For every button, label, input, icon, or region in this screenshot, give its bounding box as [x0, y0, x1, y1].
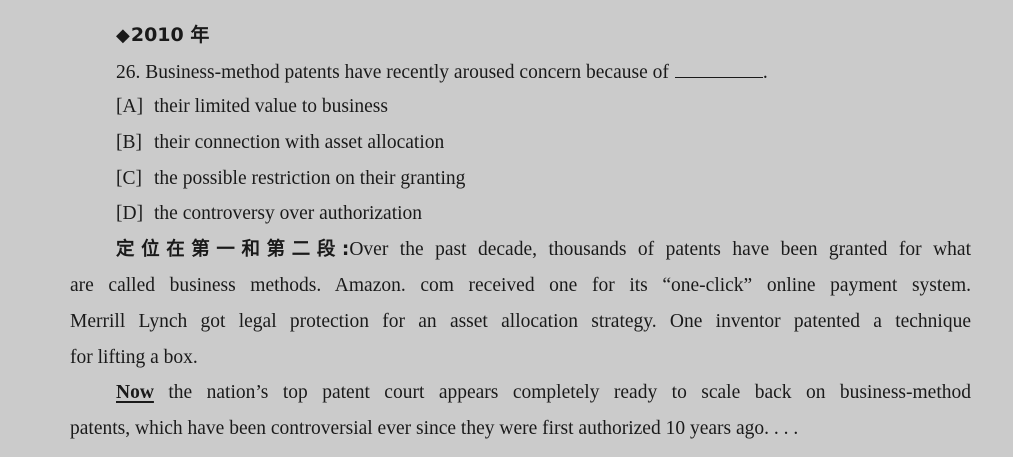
passage-text: the nation’s top patent court appears co…: [153, 382, 971, 403]
option-d: [D] the controversy over authorization: [116, 202, 422, 226]
passage-p2-line1: Now the nation’s top patent court appear…: [116, 381, 971, 405]
option-letter: [C]: [116, 168, 142, 189]
option-letter: [A]: [116, 96, 144, 117]
answer-blank: [674, 59, 763, 78]
option-c: [C] the possible restriction on their gra…: [116, 167, 465, 191]
passage-p2-line2: patents, which have been controversial e…: [70, 418, 799, 439]
question-stem: 26. Business-method patents have recentl…: [116, 59, 768, 85]
option-b: [B] their connection with asset allocatio…: [116, 131, 444, 155]
passage-p1-line3: Merrill Lynch got legal protection for a…: [70, 311, 971, 332]
passage-p1-line2: are called business methods. Amazon. com…: [70, 275, 971, 296]
option-letter: [B]: [116, 132, 142, 153]
diamond-bullet-icon: ◆: [116, 25, 130, 46]
year-heading: ◆2010 年: [116, 23, 209, 48]
option-text: their limited value to business: [154, 96, 388, 117]
highlighted-word: Now: [116, 382, 154, 403]
option-letter: [D]: [116, 203, 144, 224]
option-text: their connection with asset allocation: [154, 132, 445, 153]
question-text: 26. Business-method patents have recentl…: [116, 62, 669, 83]
locate-label: 定位在第一和第二段:: [116, 239, 350, 260]
year-label: 2010 年: [130, 24, 210, 46]
option-a: [A] their limited value to business: [116, 95, 388, 119]
passage-p1-line1: 定位在第一和第二段:Over the past decade, thousand…: [116, 238, 971, 262]
option-text: the controversy over authorization: [154, 203, 423, 224]
passage-text: Over the past decade, thousands of paten…: [349, 239, 972, 260]
option-text: the possible restriction on their granti…: [154, 168, 466, 189]
question-end-punct: .: [762, 62, 768, 83]
passage-p1-line4: for lifting a box.: [70, 347, 198, 368]
